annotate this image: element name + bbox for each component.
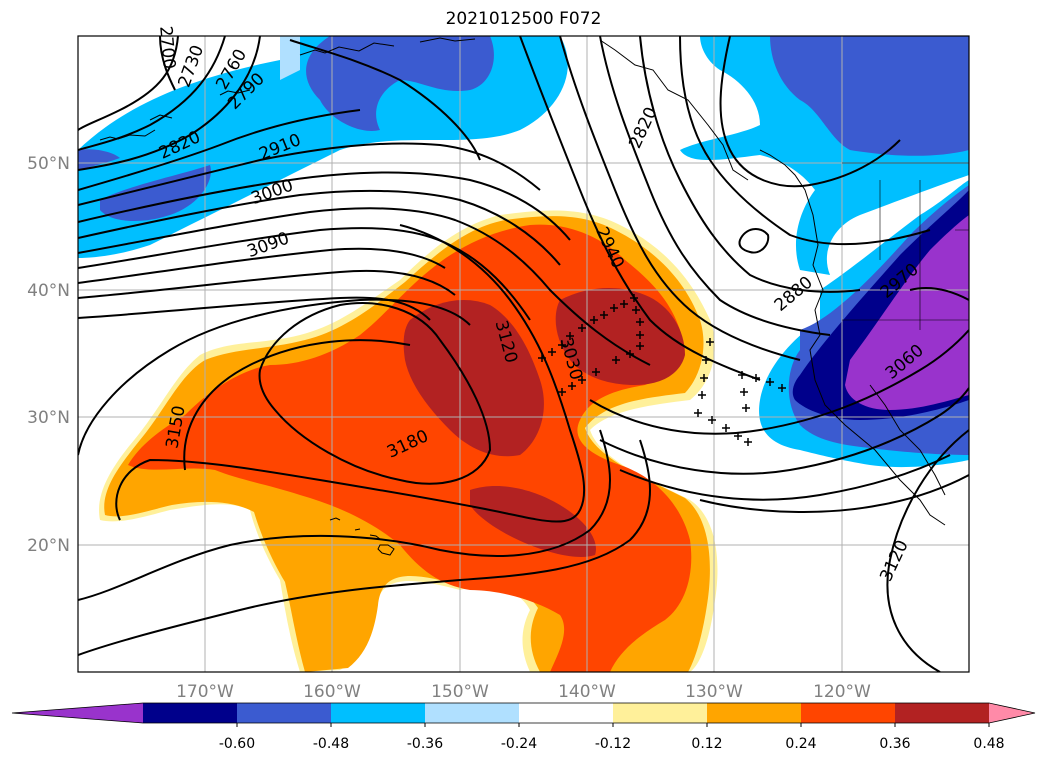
lat-label-30n: 30°N xyxy=(27,408,70,428)
lon-label-130w: 130°W xyxy=(685,682,743,702)
lon-label-140w: 140°W xyxy=(558,682,616,702)
longitude-labels: 170°W 160°W 150°W 140°W 130°W 120°W xyxy=(176,682,871,702)
coastline-north-america-west xyxy=(759,149,946,526)
lon-label-150w: 150°W xyxy=(431,682,489,702)
contour-ridge-2 xyxy=(559,36,801,361)
lon-label-170w: 170°W xyxy=(176,682,234,702)
contour-ridge-4 xyxy=(639,36,861,293)
contour-2940 xyxy=(78,207,651,366)
cold-core-dateline xyxy=(78,149,120,170)
cold-core-northeast xyxy=(770,36,969,156)
contour-ridge-6 xyxy=(719,36,901,188)
colorbar-tick-label: -0.36 xyxy=(407,736,443,752)
contour-ridge-5 xyxy=(679,36,931,246)
colorbar-segment xyxy=(707,703,802,723)
cold-extreme-east xyxy=(845,215,969,410)
significance-markers xyxy=(538,294,786,446)
colorbar-segment xyxy=(425,703,520,723)
contour-3090-south xyxy=(78,429,611,601)
contour-3090 xyxy=(78,298,471,456)
colorbar-segments xyxy=(12,703,1035,723)
lat-label-50n: 50°N xyxy=(27,154,70,174)
colorbar-tick-label: 0.36 xyxy=(879,736,910,752)
colorbar-tick-label: -0.12 xyxy=(595,736,631,752)
coastline-baja-california xyxy=(869,384,946,496)
contour-2850 xyxy=(78,142,541,206)
warm-shading-strong xyxy=(128,224,692,672)
contour-trough-4 xyxy=(699,474,969,513)
colorbar-segment xyxy=(801,703,896,723)
map-title: 2021012500 F072 xyxy=(445,9,602,29)
cold-shading-northwest-light xyxy=(280,36,300,80)
lon-label-160w: 160°W xyxy=(303,682,361,702)
contour-east-edge xyxy=(909,287,969,301)
contour-2700 xyxy=(159,36,176,91)
contour-trough-1 xyxy=(589,329,969,435)
contour-ridge-3 xyxy=(599,36,831,336)
colorbar: -0.60 -0.48 -0.36 -0.24 -0.12 0.12 0.24 0.36 0.4… xyxy=(11,702,1036,752)
coastline-hawaii xyxy=(329,517,395,556)
contour-2820-west xyxy=(78,39,481,191)
contour-3060 xyxy=(78,296,431,321)
contour-3150 xyxy=(183,339,411,471)
contour-3120-south xyxy=(115,224,586,523)
contour-2910 xyxy=(78,189,561,266)
contour-2880 xyxy=(78,171,571,241)
lat-label-40n: 40°N xyxy=(27,281,70,301)
colorbar-segment xyxy=(895,703,990,723)
colorbar-tick-label: 0.12 xyxy=(691,736,722,752)
shaded-field xyxy=(78,36,969,672)
cold-shading-northwest xyxy=(78,36,568,258)
height-contours xyxy=(78,36,969,672)
lon-label-120w: 120°W xyxy=(813,682,871,702)
colorbar-tick-label: -0.60 xyxy=(219,736,255,752)
map-frame xyxy=(77,35,970,673)
contour-label: 2700 xyxy=(155,25,179,70)
contour-3060-south xyxy=(78,439,651,656)
colorbar-segment xyxy=(143,703,238,723)
contour-2730 xyxy=(78,36,179,131)
contour-2760 xyxy=(78,36,226,151)
state-borders xyxy=(842,162,969,330)
contour-2970 xyxy=(78,227,531,321)
lat-label-20n: 20°N xyxy=(27,536,70,556)
contour-3000 xyxy=(78,247,446,284)
colorbar-ticks: -0.60 -0.48 -0.36 -0.24 -0.12 0.12 0.24 0.36 0.4… xyxy=(219,723,1005,752)
contour-trough-3 xyxy=(619,454,951,501)
contour-closed-low xyxy=(738,228,770,254)
contour-ridge-1 xyxy=(519,36,761,381)
contour-3120-east xyxy=(886,429,969,672)
colorbar-segment xyxy=(519,703,614,723)
colorbar-tick-label: 0.24 xyxy=(785,736,816,752)
contour-2790 xyxy=(78,36,261,171)
contour-trough-2 xyxy=(599,387,969,475)
colorbar-extend-low xyxy=(12,703,143,723)
contour-3030 xyxy=(78,269,456,299)
contour-3180 xyxy=(258,302,492,485)
colorbar-segment xyxy=(331,703,426,723)
colorbar-segment xyxy=(613,703,708,723)
warm-shading-strongest-south xyxy=(470,485,596,557)
colorbar-extend-high xyxy=(989,703,1035,723)
colorbar-segment xyxy=(237,703,332,723)
colorbar-tick-label: -0.48 xyxy=(313,736,349,752)
colorbar-tick-label: 0.48 xyxy=(973,736,1004,752)
colorbar-outline xyxy=(11,702,1036,724)
warm-shading-strongest-northeast xyxy=(555,288,685,385)
latitude-labels: 50°N 40°N 30°N 20°N xyxy=(27,154,70,556)
colorbar-tick-label: -0.24 xyxy=(501,736,537,752)
